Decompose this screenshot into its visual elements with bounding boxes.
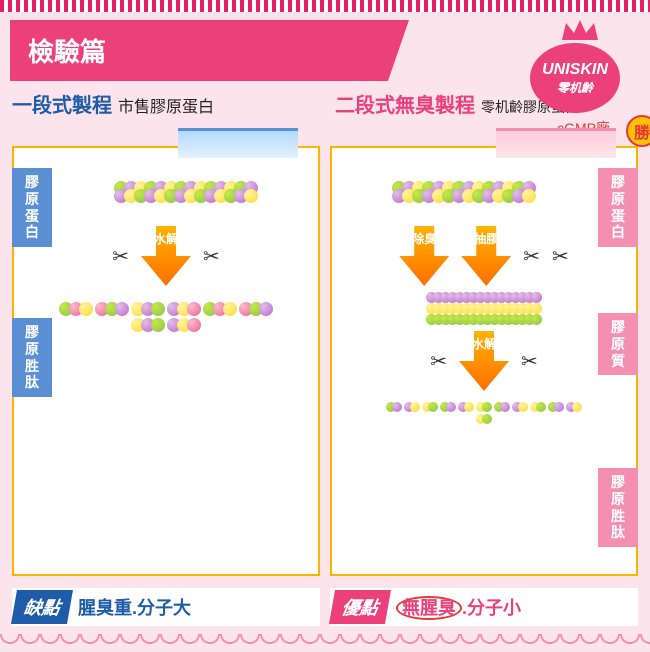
collagen-helix: document.write(Array(14).fill(0).map((_,… (342, 158, 586, 218)
arrow-hydrolysis: 水解 (141, 226, 191, 286)
scissors-icon: ✂ (552, 244, 569, 269)
left-panel: 膠原蛋白 document.write(Array(14).fill(0).ma… (12, 146, 320, 576)
left-tag: 缺點 (11, 590, 73, 624)
lace-border (0, 634, 650, 652)
scissors-icon: ✂ (430, 349, 447, 374)
top-stripes (0, 0, 650, 12)
crown-icon (560, 18, 600, 43)
right-label-bottom: 膠原胜肽 (598, 468, 638, 547)
collagen-helix: document.write(Array(14).fill(0).map((_,… (64, 158, 308, 218)
footer-row: 缺點 腥臭重.分子大 優點 無腥臭.分子小 (0, 584, 650, 630)
left-title: 一段式製程 (12, 89, 112, 118)
scissors-icon: ✂ (523, 244, 540, 269)
building-pink-icon (496, 128, 616, 158)
win-badge: 勝 (626, 115, 650, 147)
right-tag: 優點 (329, 590, 391, 624)
collagen-strands: document.write(Array(16).fill(0).map(_=>… (342, 294, 626, 323)
right-label-top: 膠原蛋白 (598, 168, 638, 247)
building-blue-icon (178, 128, 298, 158)
left-label-top: 膠原蛋白 (12, 168, 52, 247)
arrow-deodor: 除臭 (399, 226, 449, 286)
brand-sub: 零机齡 (557, 79, 593, 96)
scissors-icon: ✂ (203, 244, 220, 269)
right-foot-text: 無腥臭.分子小 (388, 594, 521, 620)
brand-badge: UNISKIN 零机齡 (530, 18, 630, 118)
brand-name: UNISKIN (542, 61, 608, 79)
right-title: 二段式無臭製程 (335, 89, 475, 118)
right-panel: 膠原蛋白 document.write(Array(14).fill(0).ma… (330, 146, 638, 576)
right-label-mid: 膠原質 (598, 313, 638, 375)
scissors-icon: ✂ (112, 244, 129, 269)
left-label-bottom: 膠原胜肽 (12, 318, 52, 397)
peptide-scatter: document.write(Array(8).fill(0).map((_,i… (24, 294, 308, 340)
peptide-scatter: document.write(Array(12).fill(0).map((_,… (342, 399, 626, 427)
arrow-hydrolysis: 水解 (459, 331, 509, 391)
left-subtitle: 市售膠原蛋白 (118, 93, 214, 117)
left-foot-text: 腥臭重.分子大 (70, 594, 191, 620)
arrow-extract: 抽膠 (461, 226, 511, 286)
scissors-icon: ✂ (521, 349, 538, 374)
section-header: 檢驗篇 (10, 20, 430, 81)
